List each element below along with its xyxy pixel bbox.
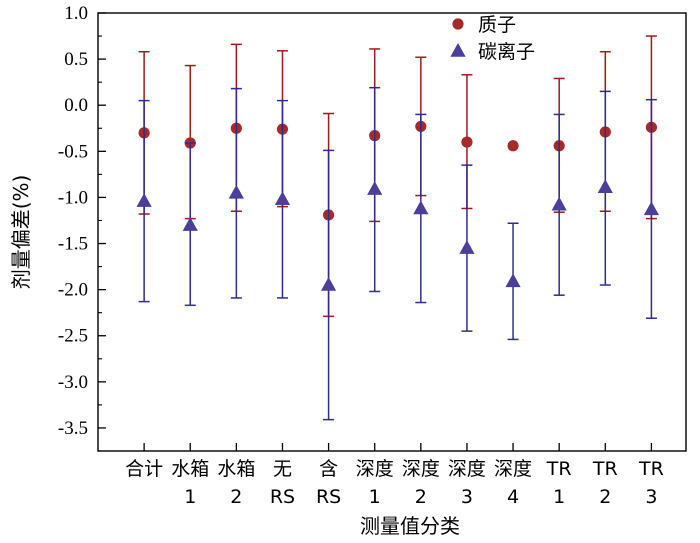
y-tick-label: -3.0 xyxy=(58,372,88,393)
x-tick-label: 2 xyxy=(599,486,611,508)
x-tick-label: 深度 xyxy=(448,458,486,480)
x-tick-label: RS xyxy=(270,486,295,508)
data-point-carbon-ion xyxy=(459,240,475,254)
x-tick-label: 1 xyxy=(369,486,381,508)
data-point-proton xyxy=(461,136,473,148)
x-tick-label: 1 xyxy=(553,486,565,508)
data-point-carbon-ion xyxy=(182,217,198,231)
x-tick-label: 水箱 xyxy=(171,458,209,480)
y-tick-label: -2.5 xyxy=(58,326,88,347)
x-tick-label: 无 xyxy=(273,458,292,480)
data-point-carbon-ion xyxy=(228,184,244,199)
x-tick-label: 2 xyxy=(415,486,427,508)
axis-layer: 1.00.50.0-0.5-1.0-1.5-2.0-2.5-3.0-3.5合计水… xyxy=(58,3,664,508)
x-tick-label: RS xyxy=(316,486,341,508)
x-tick-label: 深度 xyxy=(494,458,532,480)
data-point-carbon-ion xyxy=(320,277,337,291)
x-tick-label: 2 xyxy=(230,486,242,508)
y-tick-label: 1.0 xyxy=(64,3,88,24)
x-tick-label: 1 xyxy=(184,486,196,508)
x-tick-label: 合计 xyxy=(125,458,163,480)
legend-marker-proton xyxy=(452,18,464,30)
x-axis-title: 测量值分类 xyxy=(360,514,460,538)
y-tick-label: 0.5 xyxy=(64,49,88,70)
x-tick-label: TR xyxy=(592,458,618,480)
x-tick-label: 4 xyxy=(507,486,519,508)
x-tick-label: 含 xyxy=(319,458,338,480)
data-point-carbon-ion xyxy=(505,273,521,288)
x-tick-label: 深度 xyxy=(356,458,394,480)
series-layer xyxy=(136,35,660,421)
y-tick-label: -1.0 xyxy=(58,187,88,208)
x-tick-label: TR xyxy=(638,458,664,480)
data-point-carbon-ion xyxy=(136,193,152,207)
data-point-carbon-ion xyxy=(274,191,291,206)
x-tick-label: TR xyxy=(546,458,572,480)
y-tick-label: -0.5 xyxy=(58,141,88,162)
x-tick-label: 3 xyxy=(645,486,657,508)
plot-frame xyxy=(97,12,687,452)
y-tick-label: -2.0 xyxy=(58,280,88,301)
data-point-carbon-ion xyxy=(597,179,613,194)
x-tick-label: 3 xyxy=(461,486,473,508)
data-point-carbon-ion xyxy=(367,181,383,195)
x-tick-label: 水箱 xyxy=(217,458,255,480)
legend: 质子 碳离子 xyxy=(450,14,535,63)
carbon-ion-series xyxy=(136,86,660,421)
y-axis-title: 剂量偏差(%) xyxy=(9,175,33,290)
y-tick-label: -1.5 xyxy=(58,234,88,255)
data-point-carbon-ion xyxy=(551,196,567,211)
proton-series xyxy=(138,35,658,318)
y-tick-label: 0.0 xyxy=(64,95,88,116)
x-tick-label: 深度 xyxy=(402,458,440,480)
legend-label-proton: 质子 xyxy=(478,14,516,36)
legend-label-carbon-ion: 碳离子 xyxy=(478,41,535,63)
y-tick-label: -3.5 xyxy=(58,418,88,439)
data-point-carbon-ion xyxy=(643,201,660,216)
legend-marker-carbon-ion xyxy=(450,43,466,57)
data-point-proton xyxy=(507,140,519,152)
data-point-carbon-ion xyxy=(413,200,429,215)
